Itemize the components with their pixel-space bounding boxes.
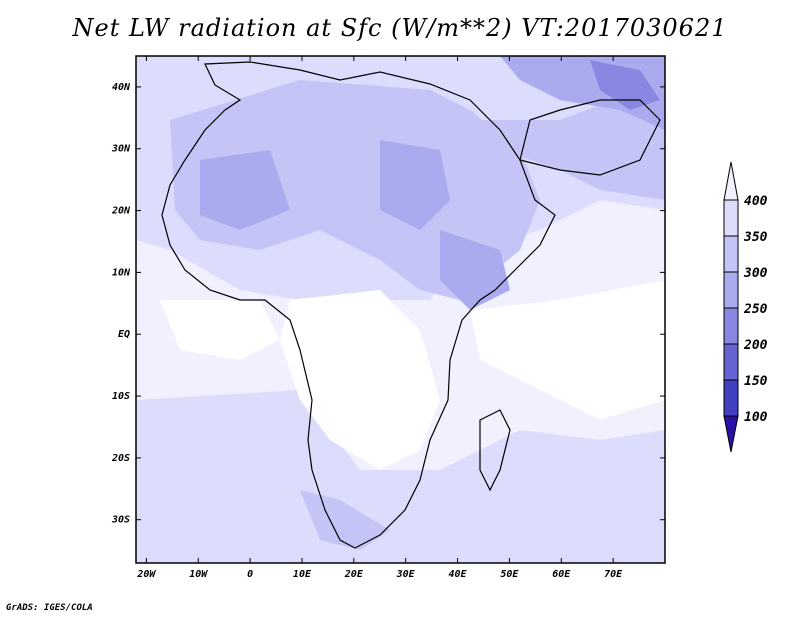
lon-tick-label: 30E bbox=[396, 569, 416, 580]
madagascar-coastline bbox=[479, 409, 511, 492]
arabia-coastline bbox=[519, 99, 661, 176]
colorbar-box bbox=[723, 199, 739, 237]
colorbar-box bbox=[723, 235, 739, 273]
contour-fill-middle-east bbox=[440, 60, 665, 200]
lat-tick-label: EQ bbox=[118, 329, 130, 340]
lon-tick-label: 10W bbox=[189, 569, 208, 580]
africa-coastline bbox=[161, 61, 556, 549]
contour-fill-west-sahara bbox=[200, 150, 290, 230]
colorbar-label: 100 bbox=[744, 410, 768, 425]
colorbar-label: 400 bbox=[744, 194, 768, 209]
lon-tick-label: 40E bbox=[449, 569, 468, 580]
colorbar-label: 200 bbox=[743, 338, 768, 353]
contour-fill-egypt bbox=[380, 140, 450, 230]
radiation-field bbox=[136, 56, 665, 563]
contour-fill-congo bbox=[280, 290, 440, 470]
map-title: Net LW radiation at Sfc (W/m**2) VT:2017… bbox=[72, 14, 728, 42]
colorbar-extend-max bbox=[723, 161, 739, 201]
colorbar-box bbox=[723, 271, 739, 309]
lon-tick-label: 20W bbox=[136, 569, 156, 580]
lat-tick-label: 10N bbox=[112, 267, 131, 278]
colorbar-extend-min bbox=[723, 415, 739, 453]
lat-tick-label: 20S bbox=[111, 453, 130, 464]
coastlines bbox=[161, 61, 661, 549]
colorbar-box bbox=[723, 343, 739, 381]
credit-label: GrADS: IGES/COLA bbox=[6, 603, 93, 613]
lat-tick-label: 30N bbox=[111, 144, 131, 155]
contour-fill-indian-ocean bbox=[470, 280, 665, 420]
lat-tick-label: 10S bbox=[112, 391, 130, 402]
map-frame bbox=[135, 55, 666, 564]
lon-tick-label: 70E bbox=[604, 569, 623, 580]
lat-tick-label: 20N bbox=[111, 206, 131, 217]
contour-fill-horn bbox=[440, 230, 510, 310]
lat-tick-label: 30S bbox=[111, 515, 130, 526]
lon-tick-label: 50E bbox=[500, 569, 519, 580]
contour-fill-south bbox=[136, 390, 665, 563]
contour-fill-south-africa bbox=[300, 490, 390, 550]
lon-tick-label: 60E bbox=[552, 569, 571, 580]
lon-tick-label: 10E bbox=[293, 569, 312, 580]
lon-tick-label: 20E bbox=[344, 569, 364, 580]
colorbar-label: 250 bbox=[743, 302, 768, 317]
contour-fill-gulf-guinea bbox=[160, 300, 280, 360]
lat-tick-label: 40N bbox=[112, 82, 131, 93]
colorbar-label: 300 bbox=[743, 266, 768, 281]
contour-fill-peak bbox=[590, 60, 660, 110]
colorbar-box bbox=[723, 307, 739, 345]
lon-axis: 20W 10W 0 10E 20E 30E 40E 50E 60E 70E bbox=[136, 56, 623, 580]
lon-tick-label: 0 bbox=[247, 569, 253, 580]
colorbar-label: 150 bbox=[744, 374, 768, 389]
lat-axis: 40N 30N 20N 10N EQ 10S 20S 30S bbox=[111, 82, 665, 526]
colorbar-label: 350 bbox=[743, 230, 768, 245]
colorbar-box bbox=[723, 379, 739, 417]
colorbar: 400 350 300 250 200 150 100 bbox=[723, 161, 768, 453]
